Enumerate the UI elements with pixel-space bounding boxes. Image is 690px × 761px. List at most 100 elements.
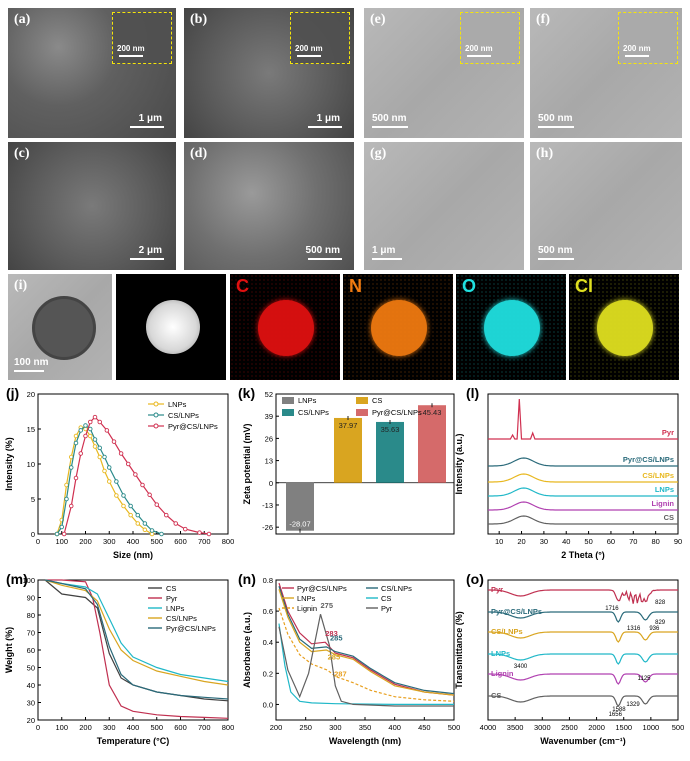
micrograph-b: (b) 200 nm 1 μm (184, 8, 354, 138)
series-line-Pyr@CS/LNPs (488, 611, 678, 623)
x-tick-label: 20 (517, 537, 525, 546)
y-tick-label: 0.4 (263, 638, 273, 647)
legend-entry: LNPs (298, 396, 317, 405)
panel-label: (l) (466, 385, 479, 401)
x-tick-label: 1000 (643, 723, 660, 732)
series-line-Pyr (488, 589, 678, 604)
panel-label-g: (g) (370, 146, 387, 161)
data-point (78, 451, 83, 456)
x-tick-label: 2000 (588, 723, 605, 732)
x-tick-label: 500 (672, 723, 685, 732)
data-point (92, 414, 98, 420)
bar-Pyr@CS/LNPs (418, 405, 446, 483)
peak-label: 829 (655, 620, 666, 626)
x-tick-label: 100 (55, 723, 68, 732)
y-axis-label: Intensity (%) (4, 437, 14, 491)
peak-label: 1329 (626, 702, 640, 708)
scale-bar-h (538, 258, 574, 260)
eds-element-label: O (462, 276, 477, 296)
y-axis-label: Intensity (a.u.) (454, 433, 464, 494)
plot-frame (487, 393, 679, 535)
eds-map-c: C (230, 274, 340, 380)
legend-entry: Pyr@CS/LNPs (297, 584, 347, 593)
legend-marker (153, 401, 159, 407)
series-line-CS/LNPs (278, 586, 455, 695)
x-tick-label: 300 (103, 537, 116, 546)
panel-label-d: (d) (190, 146, 208, 161)
chart-l: (l) 2 Theta (°) Intensity (a.u.) 10 20 30 40 50… (454, 384, 686, 570)
series-label: Pyr (662, 428, 674, 437)
x-tick-label: 3500 (507, 723, 524, 732)
x-tick-label: 10 (495, 537, 503, 546)
data-point (163, 512, 169, 518)
y-axis-label: Weight (%) (4, 627, 14, 673)
y-tick-label: 30 (27, 699, 35, 708)
y-tick-label: 39 (265, 412, 273, 421)
data-point (106, 479, 112, 484)
x-tick-label: 450 (418, 723, 431, 732)
panel-label: (m) (6, 571, 28, 587)
data-point (135, 521, 140, 526)
y-tick-label: 26 (265, 434, 273, 443)
series-line-CS (488, 515, 678, 525)
y-tick-label: 80 (27, 611, 35, 620)
data-label: 35.63 (381, 425, 400, 434)
data-point (121, 493, 126, 498)
series-line-Pyr@CS/LNPs (44, 579, 229, 700)
peak-annotation: 285 (328, 652, 341, 661)
plot-frame (487, 579, 679, 721)
legend-entry: Pyr (381, 604, 393, 613)
inset-scale-b: 200 nm (295, 44, 323, 53)
data-point (147, 492, 152, 498)
data-point (111, 439, 117, 444)
x-tick-label: 100 (55, 537, 68, 546)
inset-scale-f: 200 nm (623, 44, 651, 53)
bar-CS (334, 417, 362, 483)
series-label: LNPs (655, 485, 674, 494)
data-point (182, 526, 188, 532)
data-point (68, 503, 74, 509)
y-tick-label: 90 (27, 594, 35, 603)
data-point (64, 496, 69, 502)
eds-map-o: O (456, 274, 566, 380)
y-axis-label: Absorbance (a.u.) (242, 612, 252, 688)
data-point (142, 527, 148, 533)
inset-a: 200 nm (112, 12, 172, 64)
peak-label: 828 (655, 600, 666, 606)
scale-label-b: 1 μm (316, 113, 340, 124)
micrograph-d: (d) 500 nm (184, 142, 354, 270)
micrograph-h: (h) 500 nm (530, 142, 682, 270)
x-tick-label: 0 (36, 723, 40, 732)
chart-o: (o) Wavenumber (cm⁻¹) Transmittance (%) 400… (454, 570, 686, 756)
inset-e: 200 nm (460, 12, 520, 64)
legend-marker (153, 423, 159, 429)
bar-CS/LNPs (376, 421, 404, 483)
data-point (73, 433, 79, 439)
legend-entry: CS/LNPs (298, 408, 329, 417)
panel-label-h: (h) (536, 146, 554, 161)
peak-label: 1588 (612, 707, 626, 713)
scale-bar-i (14, 370, 44, 372)
data-point (64, 482, 69, 488)
scale-label-d: 500 nm (305, 245, 340, 256)
series-line-CS/LNPs (488, 473, 678, 483)
y-tick-label: 0 (31, 530, 35, 539)
legend-entry: Pyr@CS/LNPs (168, 422, 218, 431)
series-line-LNPs (278, 589, 455, 696)
micrograph-g: (g) 1 μm (364, 142, 524, 270)
legend-swatch (356, 409, 368, 416)
series-line-Pyr (488, 398, 678, 440)
x-tick-label: 80 (651, 537, 659, 546)
scale-label-f: 500 nm (538, 113, 573, 124)
data-point (106, 465, 112, 470)
x-tick-label: 90 (674, 537, 682, 546)
x-tick-label: 300 (103, 723, 116, 732)
data-point (135, 512, 140, 518)
x-tick-label: 200 (270, 723, 283, 732)
series-label: CS/LNPs (642, 471, 674, 480)
x-tick-label: 50 (584, 537, 592, 546)
x-tick-label: 1500 (615, 723, 632, 732)
data-point (73, 440, 79, 446)
bar-LNPs (286, 482, 314, 531)
y-tick-label: 50 (27, 664, 35, 673)
